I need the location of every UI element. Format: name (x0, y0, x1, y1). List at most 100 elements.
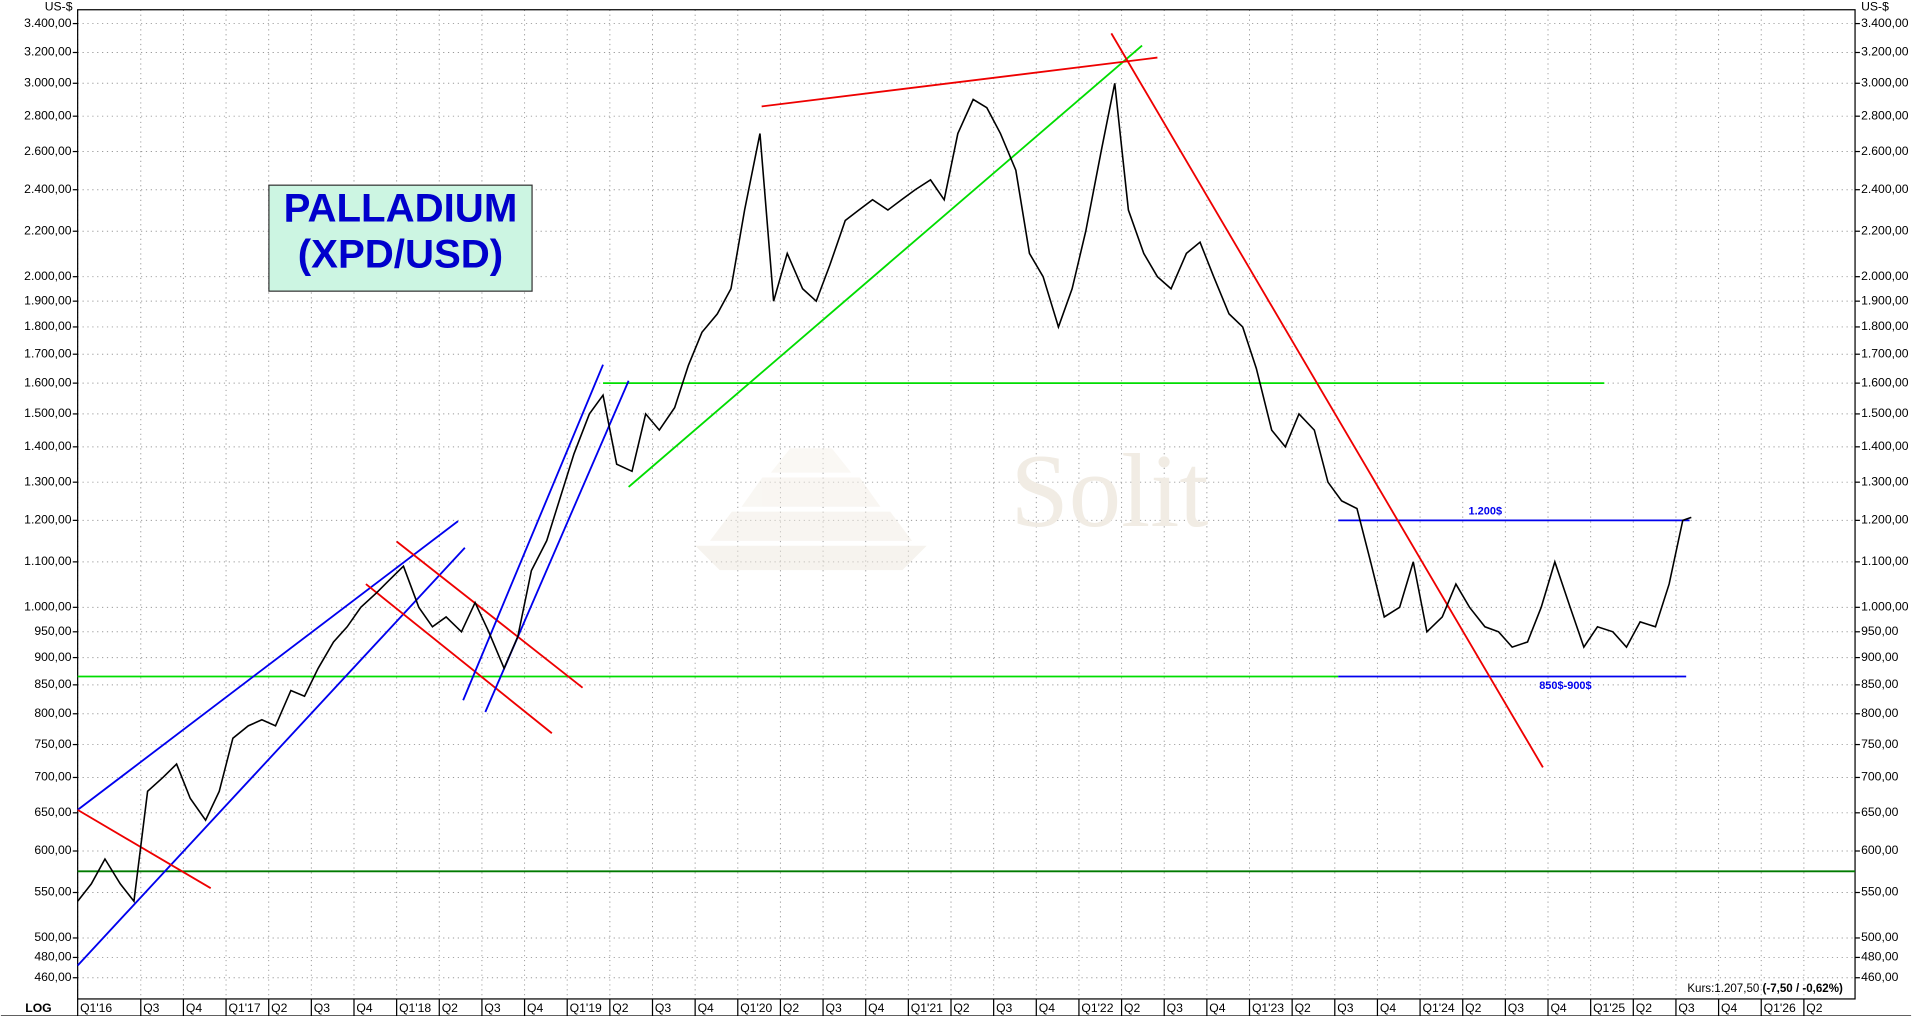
x-tick-label: Q2 (1124, 1001, 1140, 1015)
trend-line (396, 540, 584, 689)
x-tick-label: Q2 (1636, 1001, 1652, 1015)
y-tick-label: 550,00 (34, 885, 71, 899)
y-tick-label-right: 2.800,00 (1861, 108, 1909, 122)
trend-line (628, 44, 1143, 488)
y-tick-label-right: 3.200,00 (1861, 45, 1909, 59)
y-tick-label: 2.600,00 (24, 144, 72, 158)
y-tick-label-right: 460,00 (1861, 970, 1898, 984)
change-label: (-7,50 / -0,62%) (1763, 983, 1843, 995)
level-label: 850$-900$ (1539, 680, 1591, 692)
x-tick-label: Q3 (1678, 1001, 1694, 1015)
chart-subtitle: (XPD/USD) (298, 232, 503, 277)
x-tick-label: Q4 (1721, 1001, 1737, 1015)
y-tick-label: 2.400,00 (24, 182, 72, 196)
y-tick-label: 900,00 (34, 650, 71, 664)
y-tick-label: 850,00 (34, 677, 71, 691)
x-tick-label: Q4 (1039, 1001, 1055, 1015)
y-tick-label: 1.100,00 (24, 554, 72, 568)
y-tick-label: 3.400,00 (24, 16, 72, 30)
x-tick-label: Q3 (826, 1001, 842, 1015)
y-tick-label-right: 850,00 (1861, 677, 1898, 691)
y-tick-label: 600,00 (34, 843, 71, 857)
x-tick-label: Q3 (655, 1001, 671, 1015)
x-tick-label: Q2 (1465, 1001, 1481, 1015)
y-tick-label: 750,00 (34, 737, 71, 751)
trend-line (365, 583, 553, 734)
y-tick-label: 1.200,00 (24, 513, 72, 527)
x-tick-label: Q1'24 (1423, 1001, 1455, 1015)
y-tick-label-right: 2.600,00 (1861, 144, 1909, 158)
y-tick-label-right: 700,00 (1861, 770, 1898, 784)
y-tick-label-right: 2.000,00 (1861, 269, 1909, 283)
x-tick-label: Q1'21 (911, 1001, 943, 1015)
y-tick-label: 1.400,00 (24, 439, 72, 453)
x-tick-label: Q1'23 (1252, 1001, 1284, 1015)
trend-line (77, 520, 459, 811)
y-tick-label-right: 500,00 (1861, 930, 1898, 944)
x-tick-label: Q4 (868, 1001, 884, 1015)
x-tick-label: Q3 (1337, 1001, 1353, 1015)
y-tick-label: 1.600,00 (24, 375, 72, 389)
x-tick-label: Q3 (484, 1001, 500, 1015)
price-info: Kurs:1.207,50 (-7,50 / -0,62%) (1687, 983, 1843, 995)
y-tick-label: 950,00 (34, 624, 71, 638)
x-tick-label: Q2 (612, 1001, 628, 1015)
x-tick-label: Q3 (314, 1001, 330, 1015)
y-unit-right: US-$ (1861, 0, 1889, 14)
y-tick-label-right: 900,00 (1861, 650, 1898, 664)
x-tick-label: Q2 (1295, 1001, 1311, 1015)
x-tick-label: Q3 (143, 1001, 159, 1015)
x-tick-label: Q1'16 (80, 1001, 112, 1015)
y-tick-label: 2.800,00 (24, 108, 72, 122)
y-tick-label-right: 2.200,00 (1861, 223, 1909, 237)
x-tick-label: Q2 (271, 1001, 287, 1015)
x-tick-label: Q1'22 (1081, 1001, 1113, 1015)
y-tick-label: 1.300,00 (24, 474, 72, 488)
x-tick-label: Q4 (1380, 1001, 1396, 1015)
plot-layer (77, 9, 1856, 999)
x-tick-label: Q3 (996, 1001, 1012, 1015)
y-tick-label-right: 2.400,00 (1861, 182, 1909, 196)
x-tick-label: Q4 (1550, 1001, 1566, 1015)
y-tick-label-right: 1.100,00 (1861, 554, 1909, 568)
x-tick-label: Q1'17 (228, 1001, 260, 1015)
y-tick-label: 3.000,00 (24, 75, 72, 89)
y-tick-label: 460,00 (34, 970, 71, 984)
y-tick-label-right: 1.900,00 (1861, 293, 1909, 307)
y-tick-label-right: 3.400,00 (1861, 16, 1909, 30)
y-tick-label: 1.700,00 (24, 346, 72, 360)
x-tick-label: Q2 (953, 1001, 969, 1015)
y-tick-label: 480,00 (34, 950, 71, 964)
y-tick-label-right: 950,00 (1861, 624, 1898, 638)
y-tick-label: 2.000,00 (24, 269, 72, 283)
scale-label: LOG (25, 1001, 51, 1015)
y-tick-label: 1.800,00 (24, 319, 72, 333)
y-tick-label-right: 600,00 (1861, 843, 1898, 857)
y-tick-label-right: 800,00 (1861, 706, 1898, 720)
y-tick-label-right: 550,00 (1861, 885, 1898, 899)
y-tick-label-right: 3.000,00 (1861, 75, 1909, 89)
title-box (268, 184, 533, 292)
watermark-logo (695, 448, 927, 571)
y-tick-label: 2.200,00 (24, 223, 72, 237)
y-tick-label-right: 1.300,00 (1861, 474, 1909, 488)
trend-line (761, 56, 1158, 108)
x-tick-label: Q3 (1167, 1001, 1183, 1015)
price-line (77, 83, 1692, 904)
trend-line (1110, 32, 1544, 768)
plot-frame (77, 9, 1856, 1000)
x-tick-label: Q1'18 (399, 1001, 431, 1015)
x-tick-label: Q4 (356, 1001, 372, 1015)
x-tick-label: Q1'19 (570, 1001, 602, 1015)
y-tick-label: 3.200,00 (24, 45, 72, 59)
y-tick-label: 1.000,00 (24, 600, 72, 614)
x-tick-label: Q4 (1209, 1001, 1225, 1015)
x-tick-label: Q3 (1508, 1001, 1524, 1015)
y-tick-label: 650,00 (34, 805, 71, 819)
y-tick-label-right: 1.800,00 (1861, 319, 1909, 333)
watermark: Solit (1011, 433, 1209, 549)
x-tick-label: Q1'25 (1593, 1001, 1625, 1015)
x-tick-label: Q1'26 (1764, 1001, 1796, 1015)
